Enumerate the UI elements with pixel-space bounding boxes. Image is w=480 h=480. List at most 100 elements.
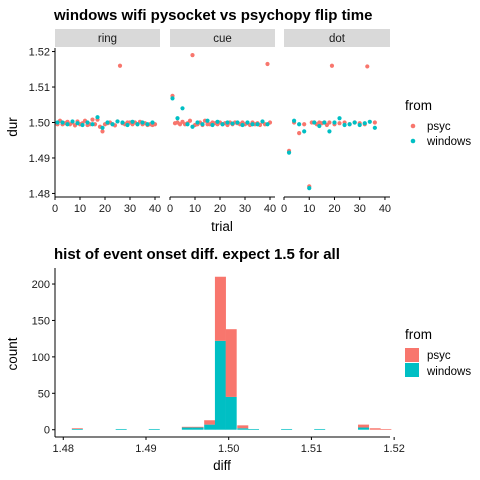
scatter-point-windows	[200, 122, 205, 127]
scatter-point-psyc	[90, 117, 95, 122]
scatter-point-psyc	[117, 63, 123, 68]
scatter-x-tick-label: 30	[354, 203, 366, 215]
scatter-point-windows	[145, 122, 150, 127]
scatter-point-windows	[55, 120, 60, 125]
scatter-x-tick-label: 20	[328, 203, 340, 215]
hist-bar-windows	[237, 428, 249, 430]
scatter-x-tick-label: 10	[189, 203, 201, 215]
scatter-point-psyc	[372, 120, 377, 125]
hist-bar-windows	[192, 427, 204, 430]
scatter-point-windows	[195, 120, 200, 125]
scatter-title: windows wifi pysocket vs psychopy flip t…	[53, 7, 372, 24]
scatter-point-windows	[357, 122, 362, 128]
scatter-x-tick-label: 40	[264, 203, 276, 215]
scatter-point-psyc	[265, 61, 270, 67]
scatter-point-windows	[110, 122, 115, 127]
scatter-point-windows	[317, 123, 322, 129]
hist-legend-label-windows: windows	[426, 366, 471, 378]
scatter-point-windows	[65, 122, 70, 127]
scatter-point-windows	[180, 106, 185, 111]
facet-strip	[284, 29, 390, 47]
scatter-x-tick-label: 10	[74, 203, 86, 215]
scatter-point-windows	[240, 122, 245, 128]
facet-strip-label: ring	[98, 33, 117, 45]
scatter-point-psyc	[302, 122, 307, 127]
scatter-point-windows	[250, 122, 255, 127]
scatter-point-windows	[135, 122, 140, 127]
scatter-x-tick-label: 0	[281, 203, 287, 215]
hist-bar-psyc	[192, 426, 204, 428]
scatter-point-windows	[90, 122, 95, 127]
scatter-plot: 1.48 1.49 1.50 1.51 1.52 ring 0 10 20 30 40 cue 0 10 2…	[29, 29, 391, 215]
scatter-point-windows	[302, 129, 307, 134]
scatter-point-windows	[205, 118, 210, 123]
hist-bar-windows	[225, 396, 237, 430]
scatter-x-tick-label: 40	[149, 203, 161, 215]
hist-x-tick-label: 1.51	[301, 443, 322, 455]
facet-strip-label: dot	[329, 33, 346, 45]
hist-x-tick-label: 1.52	[383, 443, 404, 455]
scatter-point-psyc	[190, 52, 195, 58]
scatter-point-windows	[347, 122, 352, 127]
hist-y-title: count	[5, 337, 20, 370]
scatter-x-title: trial	[211, 219, 233, 234]
hist-bar-windows	[281, 428, 293, 430]
hist-legend-label-psyc: psyc	[427, 350, 451, 362]
scatter-y-tick-label: 1.50	[29, 118, 50, 130]
scatter-legend-title: from	[405, 98, 432, 113]
scatter-point-windows	[332, 120, 337, 125]
scatter-point-windows	[70, 119, 75, 124]
facet-strip-label: cue	[213, 33, 232, 45]
scatter-point-windows	[190, 124, 195, 129]
scatter-legend-key-windows	[410, 138, 416, 144]
scatter-point-windows	[115, 119, 120, 124]
hist-x-title: diff	[213, 458, 231, 473]
scatter-x-tick-label: 20	[99, 203, 111, 215]
scatter-point-windows	[260, 119, 265, 124]
hist-y-tick-label: 200	[32, 279, 50, 291]
scatter-point-windows	[170, 96, 175, 101]
scatter-x-tick-label: 30	[124, 203, 136, 215]
hist-bar-psyc	[71, 428, 83, 429]
scatter-point-windows	[322, 120, 327, 125]
scatter-point-windows	[286, 150, 292, 155]
hist-bar-psyc	[237, 425, 249, 429]
scatter-x-tick-label: 0	[52, 203, 58, 215]
scatter-x-tick-label: 40	[379, 203, 391, 215]
scatter-point-psyc	[100, 129, 105, 134]
scatter-point-windows	[265, 122, 270, 127]
scatter-point-windows	[215, 119, 220, 124]
scatter-point-windows	[352, 120, 357, 125]
hist-y-tick-label: 100	[32, 352, 50, 364]
hist-bar-psyc	[181, 426, 193, 428]
scatter-point-windows	[175, 116, 180, 121]
scatter-point-windows	[60, 120, 65, 125]
scatter-point-windows	[372, 125, 377, 130]
scatter-point-windows	[75, 121, 80, 126]
scatter-point-windows	[150, 120, 155, 125]
hist-legend-title: from	[405, 327, 432, 342]
scatter-point-windows	[362, 121, 367, 126]
hist-bar-windows	[314, 428, 326, 430]
scatter-x-tick-label: 10	[303, 203, 315, 215]
scatter-point-windows	[245, 120, 250, 125]
hist-bar-windows	[248, 428, 260, 430]
hist-y-tick-label: 50	[38, 388, 50, 400]
scatter-point-psyc	[297, 131, 302, 136]
scatter-x-tick-label: 20	[214, 203, 226, 215]
scatter-point-windows	[312, 120, 317, 125]
scatter-point-psyc	[365, 64, 370, 69]
scatter-legend-label-windows: windows	[426, 136, 471, 148]
scatter-point-windows	[255, 122, 260, 127]
scatter-legend-key-psyc	[410, 123, 416, 129]
hist-x-tick-label: 1.50	[218, 443, 239, 455]
scatter-point-windows	[140, 120, 145, 125]
hist-bar-windows	[214, 340, 226, 430]
scatter-point-windows	[80, 122, 85, 128]
scatter-point-windows	[185, 122, 190, 127]
hist-bar-psyc	[369, 428, 381, 430]
scatter-point-windows	[291, 118, 297, 123]
histogram-plot: 0 50 100 150 200 1.48 1.49 1.50 1.51 1.52	[32, 268, 405, 455]
